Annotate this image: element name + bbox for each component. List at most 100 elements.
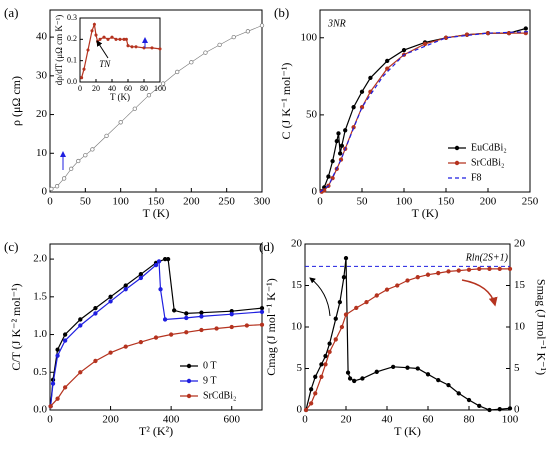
data-point: [385, 58, 390, 64]
data-point: [54, 184, 60, 189]
data-point: [114, 37, 118, 41]
data-point: [69, 166, 74, 171]
data-point: [343, 255, 349, 261]
data-point: [415, 366, 420, 371]
data-point: [62, 332, 68, 337]
y2-tick-label: 15: [514, 279, 526, 291]
legend-marker: [186, 378, 192, 384]
y-tick-label: 0: [312, 186, 318, 198]
data-point: [466, 397, 472, 403]
panel-label: (c): [4, 239, 18, 254]
data-point: [313, 391, 318, 396]
data-point: [352, 378, 357, 384]
data-point: [175, 69, 180, 75]
data-point: [523, 26, 528, 31]
data-point: [122, 37, 126, 41]
data-point: [78, 317, 83, 322]
x-tick-label: 300: [254, 195, 271, 207]
inset-background: [80, 18, 160, 82]
panel-label: (d): [259, 239, 274, 254]
y-tick-label: 5: [297, 362, 303, 374]
data-point: [347, 376, 353, 381]
x-tick-label: 80: [464, 413, 476, 425]
panel-label: (a): [4, 5, 18, 20]
y-tick-label: 0.2: [67, 34, 77, 43]
y-tick-label: 30: [36, 69, 48, 81]
y-tick-label: 15: [291, 279, 303, 291]
data-point: [327, 341, 332, 346]
data-point: [422, 41, 428, 47]
data-point: [405, 365, 410, 370]
data-point: [217, 42, 222, 48]
x-tick-label: 20: [92, 84, 100, 93]
y-tick-label: 0: [297, 404, 303, 416]
data-point: [477, 266, 482, 272]
data-point: [203, 50, 208, 55]
data-point: [93, 358, 98, 364]
y-axis-label: ρ (μΩ cm): [9, 76, 23, 126]
reference-label: Rln(2S+1): [465, 253, 509, 264]
data-point: [199, 310, 204, 315]
y-tick-label: 50: [306, 108, 318, 120]
y-tick-label: 40: [36, 31, 48, 43]
plot-frame: [319, 9, 531, 193]
data-point: [55, 396, 60, 401]
data-point: [436, 377, 441, 383]
data-point: [334, 138, 339, 144]
data-point: [90, 29, 94, 33]
data-point: [391, 364, 396, 369]
data-point: [309, 387, 314, 392]
data-point: [138, 272, 144, 277]
data-point: [339, 324, 345, 330]
data-point: [364, 299, 369, 305]
data-point: [309, 401, 314, 406]
data-point: [108, 299, 113, 304]
y-tick-label: 10: [36, 147, 48, 159]
data-point: [214, 326, 219, 331]
data-point: [90, 147, 95, 152]
data-point: [55, 353, 60, 358]
data-point: [134, 45, 138, 49]
data-point: [327, 349, 332, 355]
data-point: [123, 344, 128, 349]
data-point: [384, 287, 390, 292]
data-point: [303, 407, 309, 413]
data-point: [487, 266, 492, 272]
arrow: [309, 277, 331, 317]
y-tick-label: 0: [42, 186, 48, 198]
data-point: [259, 309, 265, 315]
data-point: [62, 385, 68, 390]
data-point: [456, 391, 461, 396]
series-line: [50, 258, 263, 407]
data-point: [184, 330, 189, 335]
series-line: [50, 324, 263, 407]
data-point: [118, 37, 122, 41]
data-point: [507, 266, 513, 272]
data-point: [326, 174, 331, 179]
y2-tick-label: 10: [514, 321, 526, 333]
x-tick-label: 200: [102, 413, 119, 425]
data-point: [231, 34, 236, 40]
data-point: [94, 33, 98, 37]
data-point: [126, 44, 130, 48]
data-point: [61, 176, 67, 181]
y2-axis-label: Smag (J mol⁻¹ K⁻¹): [534, 279, 548, 375]
data-point: [345, 370, 351, 375]
data-point: [86, 48, 90, 52]
data-point: [313, 374, 318, 379]
legend-label: F8: [471, 172, 482, 183]
y2-tick-label: 5: [514, 362, 520, 374]
data-point: [425, 372, 431, 377]
x-tick-label: 150: [438, 195, 455, 207]
data-point: [415, 275, 420, 280]
y-tick-label: 20: [36, 108, 48, 120]
x-tick-label: 100: [112, 195, 129, 207]
data-point: [359, 89, 365, 94]
data-point: [132, 106, 137, 111]
y-tick-label: 0.0: [33, 404, 47, 416]
x-tick-label: 150: [148, 195, 165, 207]
data-point: [343, 128, 348, 133]
y-axis-label: Cmag (J mol⁻¹ K⁻¹): [264, 278, 278, 376]
panel-label: (b): [274, 5, 289, 20]
